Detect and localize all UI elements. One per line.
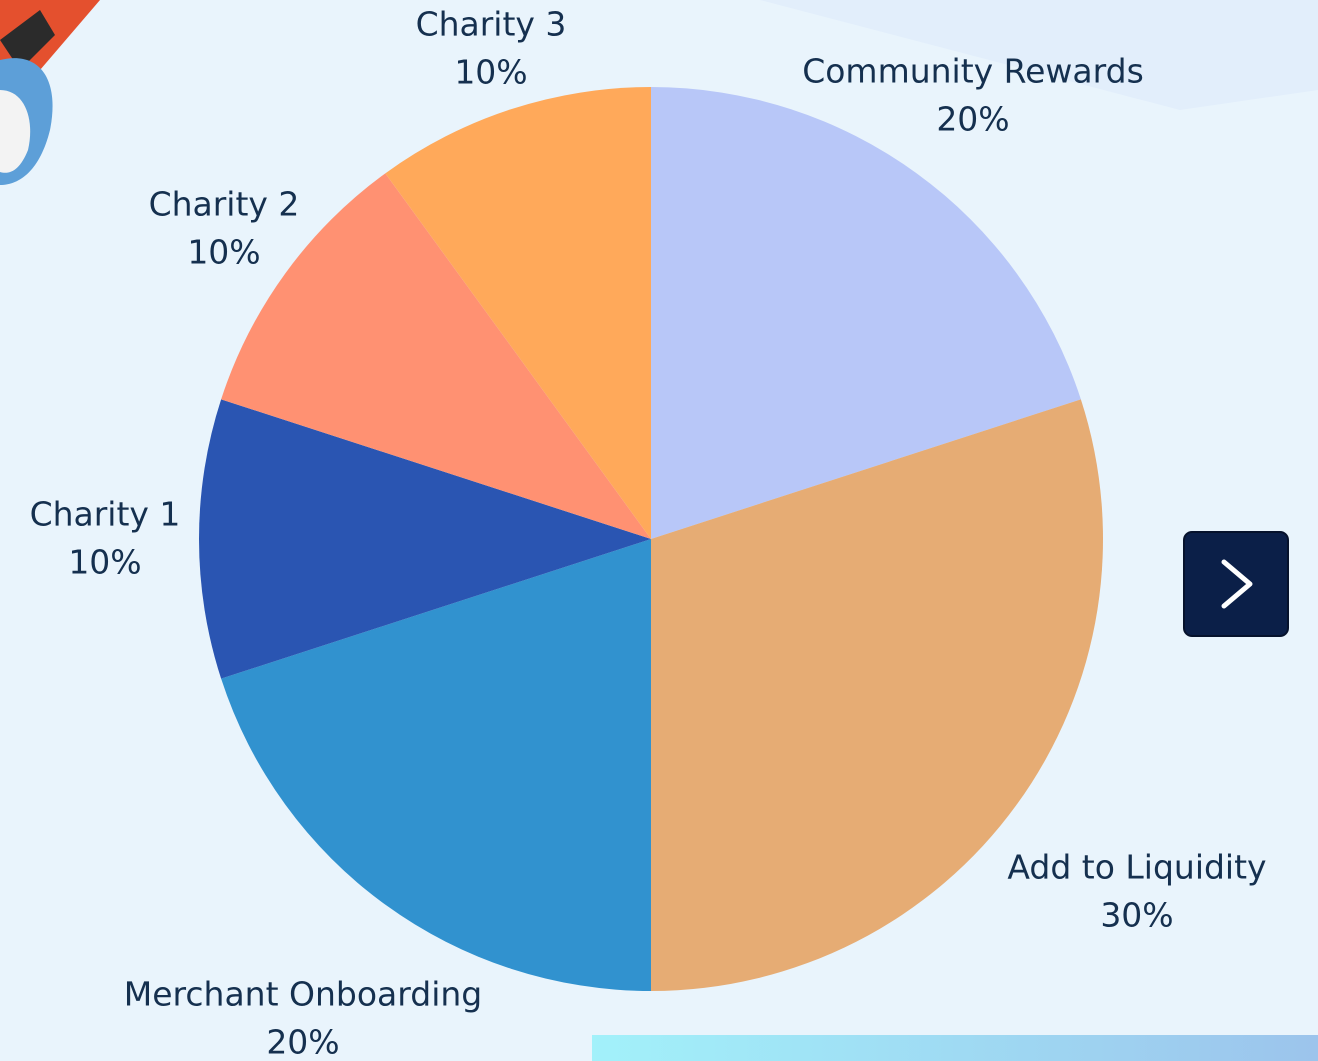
chevron-icon[interactable] [1221, 559, 1253, 609]
pie-slice [221, 539, 652, 991]
slice-value-label: 10% [454, 53, 527, 92]
slice-value-label: 20% [266, 1023, 339, 1061]
slice-label: Charity 1 [30, 495, 181, 534]
pie-slice [651, 399, 1103, 991]
next-button-bg[interactable] [1183, 531, 1289, 637]
slice-value-label: 20% [936, 100, 1009, 139]
decoration [0, 0, 100, 185]
bottom-bar [592, 1035, 1318, 1061]
slice-label: Add to Liquidity [1007, 848, 1266, 887]
pie-chart: Community Rewards 20% Add to Liquidity 30% M… [30, 5, 1267, 1061]
background-shape [760, 0, 1318, 110]
slice-value-label: 10% [68, 543, 141, 582]
slice-label: Charity 2 [149, 185, 300, 224]
pie-slice [385, 87, 651, 539]
slice-label: Community Rewards [802, 52, 1144, 91]
slice-label: Merchant Onboarding [124, 975, 482, 1014]
pie-slice [221, 173, 652, 539]
slice-label: Charity 3 [416, 5, 567, 44]
pie-slice [199, 399, 651, 679]
pie-slice [651, 87, 1081, 539]
slice-value-label: 30% [1100, 896, 1173, 935]
next-button[interactable] [1183, 531, 1289, 637]
slice-value-label: 10% [187, 233, 260, 272]
